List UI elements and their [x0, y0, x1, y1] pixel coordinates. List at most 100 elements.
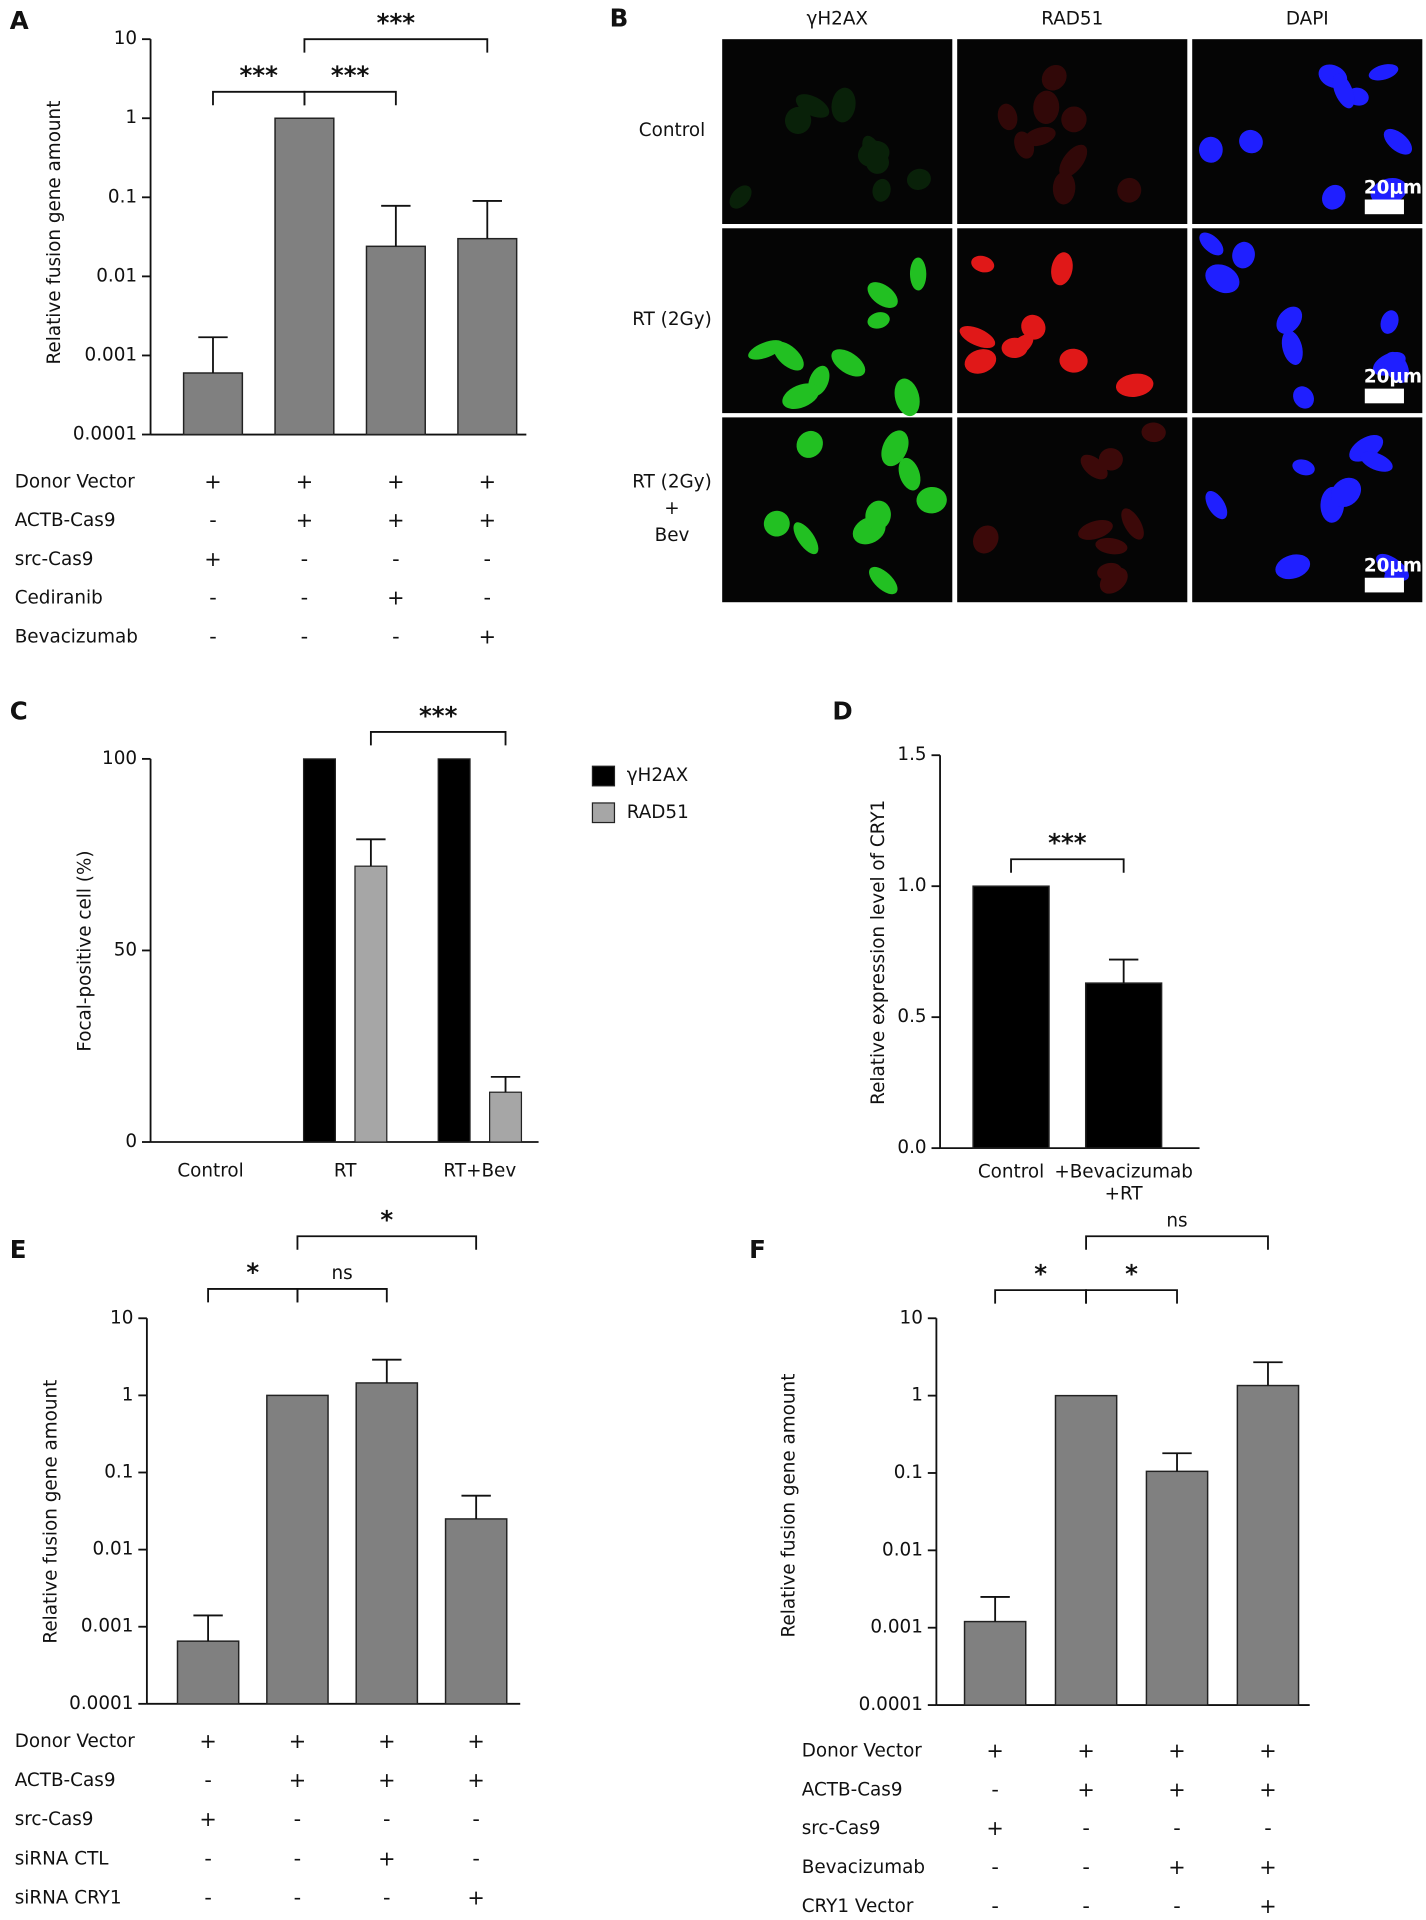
condition-sign: +	[204, 547, 221, 571]
condition-label: Bevacizumab	[15, 626, 138, 647]
y-tick-label: 0.001	[81, 1616, 134, 1637]
bar	[1054, 1394, 1118, 1706]
y-tick-label: 0	[125, 1131, 137, 1152]
y-tick-label: 1.5	[897, 744, 926, 765]
cell	[1239, 129, 1263, 154]
condition-sign: +	[1077, 1739, 1094, 1763]
cell	[1293, 386, 1314, 409]
bar	[176, 1640, 240, 1705]
cell	[857, 140, 890, 168]
y-axis-label: Relative fusion gene amount	[44, 101, 65, 365]
y-tick-label: 1	[122, 1384, 134, 1405]
cells	[1198, 64, 1413, 210]
cell	[1095, 537, 1128, 555]
condition-sign: -	[991, 1855, 999, 1879]
micrograph	[722, 39, 953, 224]
y-axis-label: Focal-positive cell (%)	[75, 850, 96, 1051]
condition-sign: -	[209, 624, 217, 648]
y-tick-label: 0.1	[104, 1461, 133, 1482]
condition-sign: -	[1082, 1816, 1090, 1840]
condition-sign: +	[1077, 1777, 1094, 1801]
condition-sign: +	[479, 624, 496, 648]
cell	[1080, 454, 1108, 480]
cells	[748, 257, 927, 417]
significance-bracket	[303, 90, 397, 106]
cell	[1001, 337, 1028, 359]
cells	[972, 422, 1166, 594]
condition-label: CRY1 Vector	[802, 1896, 914, 1917]
significance-bracket	[296, 1287, 388, 1303]
condition-sign: -	[209, 508, 217, 532]
cell	[867, 282, 898, 308]
cell	[1360, 451, 1393, 472]
cell	[867, 312, 890, 329]
condition-sign: -	[392, 624, 400, 648]
bar	[302, 758, 337, 1143]
condition-sign: -	[301, 586, 309, 610]
cell	[894, 378, 920, 417]
bar	[437, 758, 471, 1143]
significance-bracket	[1085, 1235, 1269, 1250]
column-header: DAPI	[1286, 9, 1329, 30]
y-tick-label: 10	[900, 1307, 923, 1328]
cell	[1376, 553, 1409, 581]
significance-bracket	[296, 1235, 478, 1250]
cell	[1380, 310, 1399, 334]
condition-sign: +	[1259, 1855, 1276, 1879]
y-tick-label: 50	[114, 939, 137, 960]
condition-sign: +	[1168, 1777, 1185, 1801]
condition-sign: +	[378, 1729, 395, 1753]
condition-sign: +	[387, 586, 404, 610]
condition-label: src-Cas9	[15, 549, 94, 570]
condition-sign: +	[479, 508, 496, 532]
cell	[862, 135, 884, 170]
scale-bar-label: 20μm	[1364, 177, 1422, 198]
cell	[796, 430, 823, 458]
bar	[1145, 1470, 1209, 1706]
row-label: RT (2Gy) + Bev	[632, 471, 712, 546]
cell	[872, 178, 891, 202]
micrograph	[957, 39, 1188, 224]
y-tick-label: 0.01	[96, 265, 137, 286]
cell	[1198, 136, 1223, 163]
bar	[266, 1394, 329, 1705]
significance-bracket	[303, 38, 489, 53]
cell	[972, 525, 999, 554]
legend-swatch	[591, 802, 616, 824]
significance-bracket	[369, 731, 507, 746]
cell	[795, 94, 830, 118]
cell	[1383, 128, 1413, 155]
cell	[1041, 64, 1067, 91]
condition-label: src-Cas9	[15, 1809, 94, 1830]
significance-label: *	[1034, 1259, 1047, 1288]
cell	[1051, 252, 1073, 286]
cell	[831, 349, 866, 377]
condition-sign: +	[1168, 1855, 1185, 1879]
significance-label: *	[380, 1206, 393, 1235]
micrograph	[722, 228, 953, 414]
cell	[1052, 171, 1076, 205]
condition-sign: -	[301, 547, 309, 571]
cell	[909, 257, 927, 291]
condition-sign: -	[301, 624, 309, 648]
condition-label: Cediranib	[15, 588, 103, 609]
condition-sign: -	[1173, 1816, 1181, 1840]
cell	[1117, 177, 1142, 203]
y-tick-label: 0.0	[897, 1137, 926, 1158]
cells	[1205, 435, 1409, 591]
scale-bar-label: 20μm	[1364, 556, 1422, 577]
cell	[1330, 477, 1362, 508]
condition-sign: -	[383, 1885, 391, 1909]
panel-letter: A	[10, 6, 29, 35]
y-tick-label: 0.001	[870, 1617, 923, 1638]
x-tick-label: RT	[334, 1160, 357, 1181]
x-tick-label: Control	[177, 1160, 243, 1181]
cell	[1099, 567, 1128, 594]
y-tick-label: 0.1	[108, 186, 137, 207]
cell	[971, 255, 995, 273]
condition-sign: -	[204, 1846, 212, 1870]
cell	[1275, 554, 1311, 580]
column-header: γH2AX	[806, 9, 868, 30]
scale-bar-label: 20μm	[1364, 367, 1422, 388]
